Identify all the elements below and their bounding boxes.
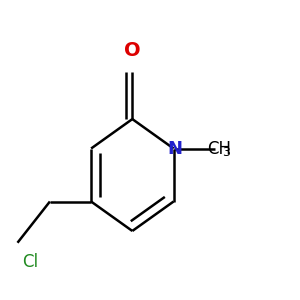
Text: 3: 3: [222, 146, 230, 159]
Text: Cl: Cl: [22, 253, 38, 271]
Text: N: N: [167, 140, 182, 158]
Text: O: O: [124, 41, 141, 60]
Text: CH: CH: [207, 140, 231, 158]
